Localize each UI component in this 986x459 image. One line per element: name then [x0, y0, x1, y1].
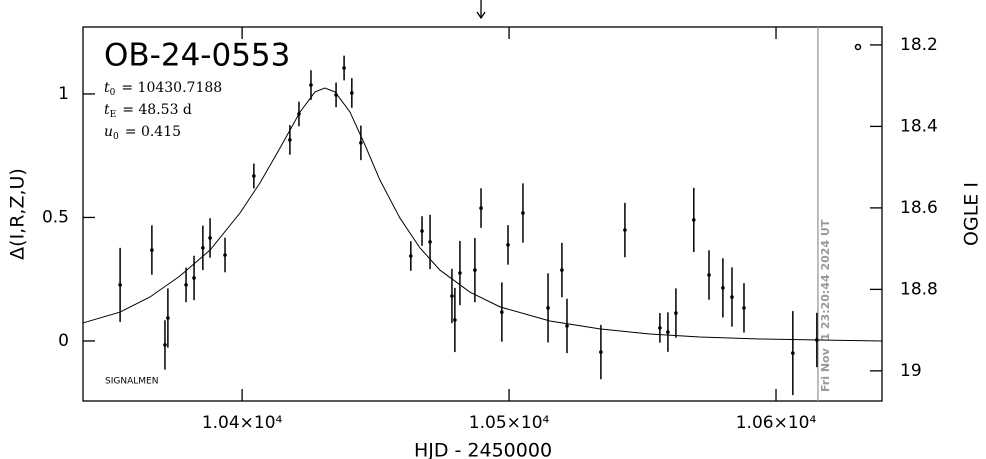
- data-point: [546, 306, 550, 310]
- data-point: [350, 91, 354, 95]
- data-point: [815, 338, 819, 342]
- y2-tick-label: 18.4: [900, 116, 938, 136]
- data-point: [309, 83, 313, 87]
- param-subscript: E: [110, 110, 117, 120]
- credit: SIGNALMEN: [105, 377, 158, 387]
- data-point: [208, 236, 212, 240]
- data-point: [192, 276, 196, 280]
- y2-tick-label: 18.6: [900, 198, 938, 218]
- data-point: [118, 283, 122, 287]
- extra-point: [854, 43, 862, 51]
- param-value: = 48.53 d: [122, 102, 192, 118]
- y2-tick-label: 19: [900, 361, 922, 381]
- data-point: [252, 174, 256, 178]
- x-tick-label: 1.06×10⁴: [736, 413, 817, 433]
- data-point: [359, 141, 363, 145]
- data-point: [500, 310, 504, 314]
- y2-tick-label: 18.8: [900, 279, 938, 299]
- data-point: [742, 306, 746, 310]
- data-point: [223, 253, 227, 257]
- y-tick-label: 0: [58, 331, 69, 351]
- param: tE = 48.53 d: [104, 102, 192, 120]
- model-curve: [82, 87, 882, 342]
- data-point: [420, 229, 424, 233]
- arrow: [476, 0, 486, 20]
- data-point: [166, 316, 170, 320]
- param-symbol: u: [104, 124, 113, 140]
- param-value: = 0.415: [125, 124, 181, 140]
- data-point: [428, 240, 432, 244]
- data-point: [288, 138, 292, 142]
- param-value: = 10430.7188: [121, 80, 222, 96]
- data-point: [791, 351, 795, 355]
- y-tick-label: 1: [58, 84, 69, 104]
- plot-frame: [82, 26, 883, 402]
- data-point: [458, 271, 462, 275]
- data-point: [658, 326, 662, 330]
- data-point: [150, 248, 154, 252]
- chart-title: OB-24-0553: [104, 38, 290, 74]
- param: t0 = 10430.7188: [104, 80, 222, 98]
- y2-tick-label: 18.2: [900, 35, 938, 55]
- data-point: [184, 283, 188, 287]
- data-point: [730, 295, 734, 299]
- data-point: [479, 206, 483, 210]
- data-point: [721, 286, 725, 290]
- x-tick-label: 1.04×10⁴: [202, 413, 283, 433]
- data-point: [565, 324, 569, 328]
- data-point: [201, 246, 205, 250]
- param: u0 = 0.415: [104, 124, 181, 142]
- data-point: [506, 243, 510, 247]
- data-point: [674, 311, 678, 315]
- data-point: [623, 228, 627, 232]
- now-label: Fri Nov 1 23:20:44 2024 UT: [819, 219, 832, 392]
- param-symbol: t: [104, 102, 110, 118]
- data-point: [342, 66, 346, 70]
- param-subscript: 0: [113, 132, 119, 142]
- data-point: [409, 254, 413, 258]
- data-point: [473, 268, 477, 272]
- param-subscript: 0: [110, 88, 116, 98]
- y-tick-label: 0.5: [42, 207, 69, 227]
- data-point: [453, 318, 457, 322]
- data-point: [707, 273, 711, 277]
- y2-axis-label: OGLE I: [961, 182, 983, 246]
- x-tick-label: 1.05×10⁴: [469, 413, 550, 433]
- data-point: [691, 218, 696, 222]
- y-axis-label: Δ(I,R,Z,U): [7, 168, 29, 260]
- data-point: [521, 211, 525, 215]
- data-point: [334, 93, 338, 97]
- data-point: [450, 294, 454, 298]
- x-axis-label: HJD - 2450000: [414, 440, 552, 459]
- data-point: [560, 268, 564, 272]
- param-symbol: t: [104, 80, 110, 96]
- data-point: [163, 343, 167, 347]
- data-point: [599, 350, 603, 354]
- data-point: [297, 112, 301, 116]
- data-point: [666, 330, 670, 334]
